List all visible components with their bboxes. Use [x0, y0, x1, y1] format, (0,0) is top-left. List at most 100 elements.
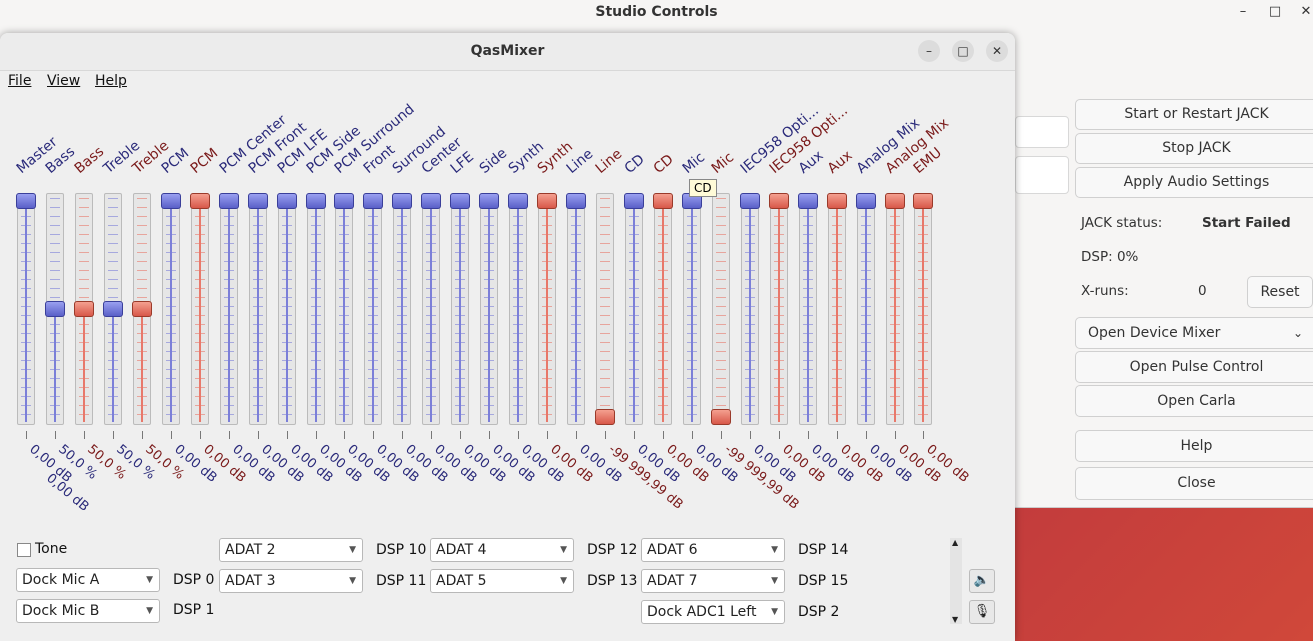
- tone-checkbox[interactable]: [17, 543, 31, 557]
- dsp12-label: DSP 12: [587, 542, 638, 558]
- slider-track[interactable]: [190, 193, 209, 425]
- slider-track[interactable]: [798, 193, 817, 425]
- slider-handle[interactable]: [768, 193, 789, 209]
- slider-handle[interactable]: [16, 193, 36, 209]
- slider-handle[interactable]: [710, 409, 731, 425]
- slider-handle[interactable]: [160, 193, 181, 209]
- adat4-select[interactable]: ADAT 4 ▼: [430, 538, 574, 562]
- slider-track[interactable]: [567, 193, 586, 425]
- slider-handle[interactable]: [826, 193, 847, 209]
- slider-handle[interactable]: [131, 301, 152, 317]
- slider-handle[interactable]: [652, 193, 673, 209]
- slider-handle[interactable]: [73, 301, 94, 317]
- slider-track[interactable]: [422, 193, 441, 425]
- slider-track[interactable]: [856, 193, 875, 425]
- adat6-select[interactable]: ADAT 6 ▼: [641, 538, 785, 562]
- slider-handle[interactable]: [450, 193, 471, 209]
- slider-track[interactable]: [335, 193, 354, 425]
- slider-track[interactable]: [451, 193, 470, 425]
- slider-handle[interactable]: [884, 193, 905, 209]
- slider-handle[interactable]: [797, 193, 818, 209]
- reset-button[interactable]: Reset: [1247, 276, 1313, 308]
- slider-track[interactable]: [306, 193, 325, 425]
- adat7-select[interactable]: ADAT 7 ▼: [641, 569, 785, 593]
- apply-audio-settings-button[interactable]: Apply Audio Settings: [1075, 167, 1313, 198]
- slider-handle[interactable]: [102, 301, 123, 317]
- slider-track[interactable]: [653, 193, 672, 425]
- adat6-value: ADAT 6: [647, 542, 698, 558]
- slider-handle[interactable]: [305, 193, 326, 209]
- slider-handle[interactable]: [595, 409, 615, 425]
- pulse-control-button[interactable]: Open Pulse Control: [1075, 351, 1313, 383]
- menu-file[interactable]: File: [8, 73, 32, 89]
- channel-label: Mic: [679, 149, 708, 177]
- slider-track[interactable]: [769, 193, 788, 425]
- slider-handle[interactable]: [421, 193, 442, 209]
- slider-track[interactable]: [393, 193, 412, 425]
- menu-view[interactable]: View: [47, 73, 81, 89]
- adat2-select[interactable]: ADAT 2 ▼: [219, 538, 363, 562]
- menu-help[interactable]: Help: [95, 73, 127, 89]
- scroll-up-icon[interactable]: ▲: [952, 538, 959, 547]
- slider-handle[interactable]: [247, 193, 268, 209]
- slider-handle[interactable]: [334, 193, 355, 209]
- help-button[interactable]: Help: [1075, 430, 1313, 462]
- slider-track[interactable]: [538, 193, 557, 425]
- slider-track[interactable]: [596, 193, 614, 425]
- slider-handle[interactable]: [363, 193, 384, 209]
- slider-track[interactable]: [17, 193, 35, 425]
- slider-handle[interactable]: [537, 193, 558, 209]
- carla-button[interactable]: Open Carla: [1075, 385, 1313, 417]
- slider-ticks: [252, 198, 263, 420]
- device-mixer-dropdown[interactable]: Open Device Mixer ⌄: [1075, 317, 1313, 349]
- dock-mic-a-select[interactable]: Dock Mic A ▼: [16, 568, 160, 592]
- slider-handle[interactable]: [508, 193, 529, 209]
- slider-track[interactable]: [682, 193, 701, 425]
- slider-handle[interactable]: [623, 193, 644, 209]
- slider-pin: [605, 431, 606, 439]
- channel-label: Aux: [824, 147, 856, 177]
- slider-track[interactable]: [624, 193, 643, 425]
- slider-pin: [547, 431, 549, 439]
- slider-track[interactable]: [740, 193, 759, 425]
- slider-handle[interactable]: [479, 193, 500, 209]
- slider-handle[interactable]: [913, 193, 934, 209]
- slider-track[interactable]: [480, 193, 499, 425]
- slider-track[interactable]: [161, 193, 180, 425]
- slider-track[interactable]: [711, 193, 730, 425]
- dock-mic-b-select[interactable]: Dock Mic B ▼: [16, 599, 160, 623]
- slider-track[interactable]: [509, 193, 528, 425]
- maximize-icon[interactable]: □: [952, 40, 974, 62]
- slider-track[interactable]: [885, 193, 904, 425]
- slider-track[interactable]: [277, 193, 296, 425]
- slider-handle[interactable]: [218, 193, 239, 209]
- start-jack-button[interactable]: Start or Restart JACK: [1075, 99, 1313, 130]
- minimize-icon[interactable]: –: [918, 40, 940, 62]
- slider-handle[interactable]: [855, 193, 876, 209]
- slider-handle[interactable]: [739, 193, 760, 209]
- slider-track[interactable]: [914, 193, 933, 425]
- close-icon[interactable]: ✕: [1300, 4, 1312, 19]
- microphone-icon[interactable]: 🎙: [969, 600, 995, 624]
- adat3-select[interactable]: ADAT 3 ▼: [219, 569, 363, 593]
- slider-track[interactable]: [219, 193, 238, 425]
- slider-handle[interactable]: [566, 193, 587, 209]
- slider-handle[interactable]: [392, 193, 413, 209]
- slider-handle[interactable]: [44, 301, 65, 317]
- slider-track[interactable]: [364, 193, 383, 425]
- dock-adc1-left-select[interactable]: Dock ADC1 Left ▼: [641, 600, 785, 624]
- minimize-icon[interactable]: –: [1239, 4, 1247, 19]
- speaker-icon[interactable]: 🔈: [969, 569, 995, 593]
- adat5-select[interactable]: ADAT 5 ▼: [430, 569, 574, 593]
- menu-bar: File View Help: [0, 70, 1015, 94]
- scroll-down-icon[interactable]: ▼: [952, 615, 959, 624]
- stop-jack-button[interactable]: Stop JACK: [1075, 133, 1313, 164]
- maximize-icon[interactable]: □: [1268, 4, 1282, 19]
- close-button[interactable]: Close: [1075, 467, 1313, 500]
- close-icon[interactable]: ✕: [986, 40, 1008, 62]
- switches-scrollbar[interactable]: ▲ ▼: [950, 538, 962, 624]
- slider-handle[interactable]: [276, 193, 297, 209]
- slider-track[interactable]: [248, 193, 267, 425]
- slider-handle[interactable]: [189, 193, 210, 209]
- slider-track[interactable]: [827, 193, 846, 425]
